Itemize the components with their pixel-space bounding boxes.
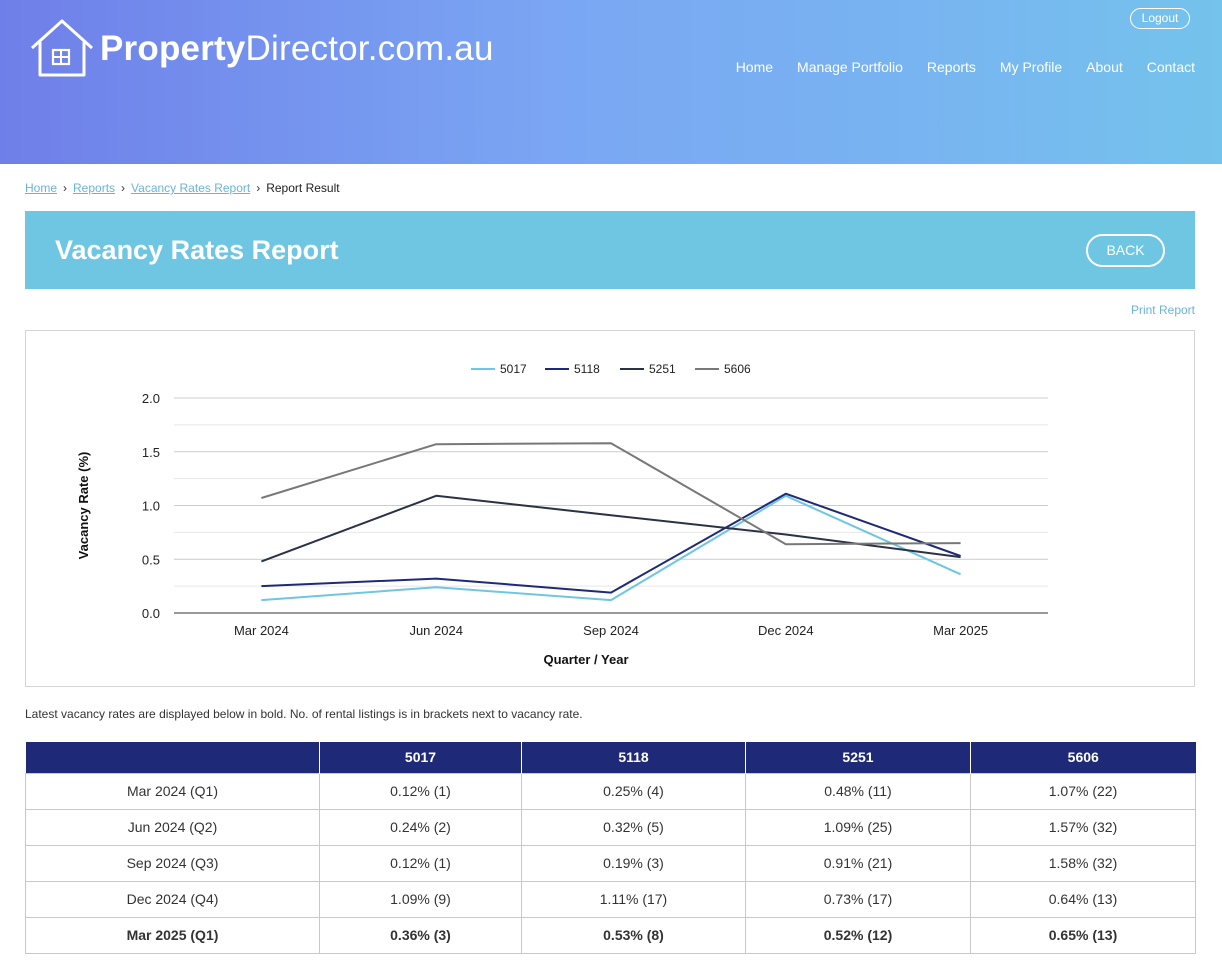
series-line-5017 — [261, 494, 962, 602]
chart-svg: 0.0 0.5 1.0 1.5 2.0 Mar 2024 Jun 2024 Sep 2024 D… — [76, 362, 1048, 667]
nav-contact[interactable]: Contact — [1146, 59, 1195, 75]
table-cell: 0.12% (1) — [319, 772, 522, 810]
table-note: Latest vacancy rates are displayed below… — [25, 707, 583, 721]
table-cell-quarter: Dec 2024 (Q4) — [25, 880, 320, 918]
table-cell: 1.11% (17) — [521, 880, 746, 918]
y-axis-title: Vacancy Rate (%) — [76, 452, 91, 560]
nav-manage-portfolio[interactable]: Manage Portfolio — [797, 59, 903, 75]
nav-reports[interactable]: Reports — [926, 59, 976, 75]
nav-my-profile[interactable]: My Profile — [999, 59, 1063, 75]
logo-text-rest: Director.com.au — [245, 29, 494, 68]
nav-about[interactable]: About — [1086, 59, 1123, 75]
logo-wordmark: PropertyDirector.com.au — [100, 28, 494, 70]
y-tick-label: 2.0 — [142, 391, 160, 406]
y-tick-label: 1.5 — [142, 445, 160, 460]
series-line-5251 — [261, 494, 961, 563]
site-header: PropertyDirector.com.au Logout Home Mana… — [0, 0, 1222, 164]
x-tick-label: Jun 2024 — [409, 623, 463, 638]
chevron-right-icon: › — [256, 181, 261, 195]
table-cell: 0.65% (13) — [970, 916, 1196, 954]
series-line-5606 — [261, 442, 961, 546]
table-cell: 0.32% (5) — [521, 808, 746, 846]
table-cell: 0.73% (17) — [745, 880, 971, 918]
back-button[interactable]: BACK — [1086, 234, 1165, 267]
breadcrumb-vacancy-rates-report[interactable]: Vacancy Rates Report — [131, 181, 251, 195]
table-cell: 0.91% (21) — [745, 844, 971, 882]
house-logo-icon — [30, 19, 94, 77]
breadcrumb-current: Report Result — [266, 181, 340, 195]
table-row-latest: Mar 2025 (Q1) 0.36% (3) 0.53% (8) 0.52% … — [25, 916, 1196, 954]
table-header-5606: 5606 — [970, 742, 1196, 773]
table-cell-quarter: Mar 2025 (Q1) — [25, 916, 320, 954]
table-header-row: 5017 5118 5251 5606 — [25, 742, 1196, 773]
table-cell: 0.25% (4) — [521, 772, 746, 810]
table-header-5017: 5017 — [319, 742, 522, 773]
logo-text-bold: Property — [100, 29, 246, 68]
y-tick-label: 1.0 — [142, 499, 160, 514]
table-cell: 0.48% (11) — [745, 772, 971, 810]
legend-label: 5017 — [500, 362, 527, 376]
print-report-link[interactable]: Print Report — [1130, 303, 1195, 317]
table-row: Sep 2024 (Q3) 0.12% (1) 0.19% (3) 0.91% … — [25, 844, 1196, 882]
vacancy-rate-chart: 0.0 0.5 1.0 1.5 2.0 Mar 2024 Jun 2024 Sep 2024 D… — [25, 330, 1195, 687]
table-cell-quarter: Sep 2024 (Q3) — [25, 844, 320, 882]
table-cell: 0.36% (3) — [319, 916, 522, 954]
table-cell: 0.12% (1) — [319, 844, 522, 882]
table-cell: 1.57% (32) — [970, 808, 1196, 846]
breadcrumb-home[interactable]: Home — [25, 181, 58, 195]
breadcrumb: Home › Reports › Vacancy Rates Report › … — [25, 181, 340, 195]
series-line-5118 — [261, 492, 961, 594]
legend-label: 5251 — [649, 362, 676, 376]
logout-button[interactable]: Logout — [1130, 8, 1190, 29]
table-cell: 1.07% (22) — [970, 772, 1196, 810]
legend-label: 5118 — [574, 362, 600, 376]
nav-home[interactable]: Home — [735, 59, 774, 75]
x-tick-label: Sep 2024 — [583, 623, 639, 638]
table-header-5251: 5251 — [745, 742, 971, 773]
table-row: Dec 2024 (Q4) 1.09% (9) 1.11% (17) 0.73%… — [25, 880, 1196, 918]
main-nav: Home Manage Portfolio Reports My Profile… — [736, 58, 1195, 76]
table-cell: 1.58% (32) — [970, 844, 1196, 882]
table-row: Mar 2024 (Q1) 0.12% (1) 0.25% (4) 0.48% … — [25, 772, 1196, 810]
table-cell: 0.53% (8) — [521, 916, 746, 954]
x-tick-label: Dec 2024 — [758, 623, 814, 638]
x-tick-label: Mar 2024 — [234, 623, 289, 638]
page-title: Vacancy Rates Report — [55, 235, 339, 265]
table-cell: 0.64% (13) — [970, 880, 1196, 918]
table-cell-quarter: Jun 2024 (Q2) — [25, 808, 320, 846]
legend-label: 5606 — [724, 362, 751, 376]
x-axis-title: Quarter / Year — [543, 652, 628, 667]
table-cell: 0.19% (3) — [521, 844, 746, 882]
table-header-5118: 5118 — [521, 742, 746, 773]
y-tick-label: 0.0 — [142, 606, 160, 621]
table-cell: 0.52% (12) — [745, 916, 971, 954]
table-row: Jun 2024 (Q2) 0.24% (2) 0.32% (5) 1.09% … — [25, 808, 1196, 846]
title-bar: Vacancy Rates Report BACK — [25, 211, 1195, 289]
site-logo[interactable]: PropertyDirector.com.au — [30, 18, 494, 78]
table-header-quarter — [25, 742, 320, 773]
breadcrumb-reports[interactable]: Reports — [73, 181, 116, 195]
chevron-right-icon: › — [121, 181, 126, 195]
chevron-right-icon: › — [63, 181, 68, 195]
x-tick-label: Mar 2025 — [933, 623, 988, 638]
table-cell: 1.09% (25) — [745, 808, 971, 846]
table-cell: 1.09% (9) — [319, 880, 522, 918]
table-cell: 0.24% (2) — [319, 808, 522, 846]
vacancy-rates-table: 5017 5118 5251 5606 Mar 2024 (Q1) 0.12% … — [25, 742, 1196, 954]
y-tick-label: 0.5 — [142, 552, 160, 567]
table-cell-quarter: Mar 2024 (Q1) — [25, 772, 320, 810]
